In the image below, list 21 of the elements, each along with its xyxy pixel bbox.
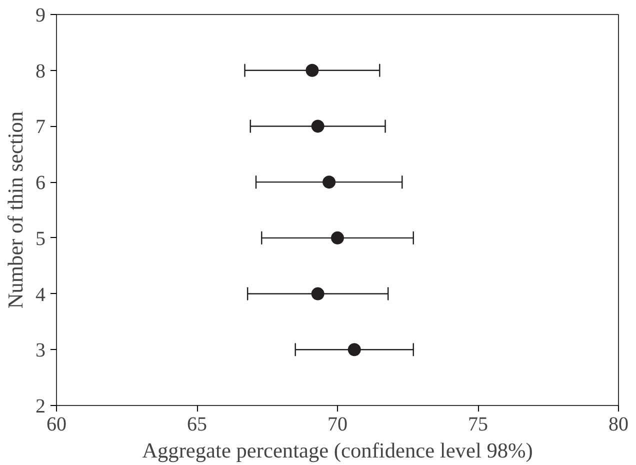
x-tick-label: 60: [46, 414, 66, 436]
x-tick-label: 70: [328, 414, 348, 436]
y-tick-label: 9: [36, 4, 46, 26]
x-tick-label: 65: [187, 414, 207, 436]
y-tick-label: 2: [36, 396, 46, 418]
point: [306, 64, 319, 77]
x-tick-label: 80: [608, 414, 628, 436]
y-tick-label: 5: [36, 228, 46, 250]
y-axis-title: Number of thin section: [4, 111, 28, 309]
point: [331, 231, 344, 244]
point: [311, 120, 324, 133]
y-tick-label: 4: [36, 284, 46, 306]
point: [322, 176, 336, 189]
y-tick-label: 6: [36, 172, 46, 194]
point: [311, 287, 324, 300]
y-tick-label: 7: [36, 116, 46, 138]
x-tick-label: 75: [468, 414, 488, 436]
y-tick-label: 8: [36, 60, 46, 82]
point: [348, 343, 361, 356]
x-axis-title: Aggregate percentage (confidence level 98%): [142, 438, 533, 462]
y-tick-label: 3: [36, 340, 46, 362]
